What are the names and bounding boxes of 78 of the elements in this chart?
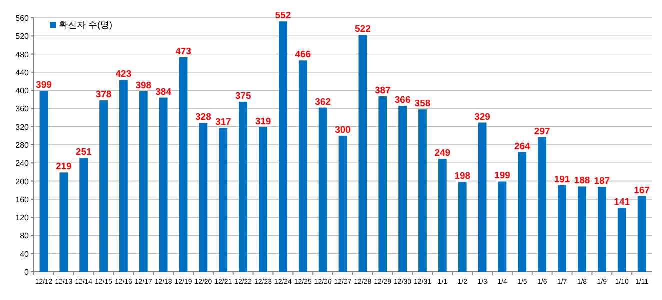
data-label: 466 [295,50,312,61]
bar [40,91,48,272]
data-label: 317 [215,117,232,128]
bar [318,108,328,272]
bar [398,106,407,272]
y-tick-label: 360 [16,104,30,114]
bar [378,96,388,272]
bar [100,100,108,272]
data-label: 167 [634,185,650,196]
bar [120,80,128,272]
y-tick-label: 120 [16,214,30,223]
data-label: 366 [394,94,411,106]
bar [159,98,168,272]
bar [638,196,646,272]
data-label: 423 [116,69,132,80]
y-tick-label: 520 [16,32,30,42]
data-label: 378 [96,90,112,101]
bar [259,127,268,272]
data-label: 141 [614,197,631,208]
y-tick-label: 200 [16,177,30,186]
bar [598,187,606,272]
bar [80,158,88,272]
data-label: 375 [235,90,252,102]
data-label: 300 [335,124,351,136]
y-tick-label: 0 [24,268,30,277]
bar [458,182,467,272]
bar [60,172,68,272]
data-label: 399 [36,80,52,92]
data-label: 328 [196,112,212,124]
bar [179,57,188,272]
data-label: 384 [156,86,172,98]
data-label: 398 [136,80,152,92]
data-label: 251 [76,147,92,158]
data-label: 187 [594,176,610,188]
y-tick-label: 400 [16,86,30,96]
data-label: 473 [176,46,192,58]
bar [558,185,566,272]
bar [578,186,586,272]
data-label: 552 [275,10,292,22]
data-label: 297 [534,126,550,138]
y-tick-label: 80 [20,232,30,241]
y-tick-label: 240 [16,159,30,168]
y-tick-label: 480 [16,50,30,60]
data-label: 188 [574,176,590,187]
bar [139,91,148,272]
data-label: 219 [56,162,72,173]
y-tick-label: 560 [16,14,30,23]
bar [518,152,527,272]
bar [418,110,427,272]
y-tick-label: 440 [16,68,30,78]
bar [538,137,547,272]
data-label: 249 [434,148,451,160]
bar [438,159,447,272]
bar [298,60,308,272]
bar [358,35,368,272]
y-tick-label: 320 [16,122,30,132]
bar [338,136,348,272]
data-label: 264 [514,141,532,152]
data-label: 362 [315,96,331,108]
data-label: 199 [494,170,510,182]
bar [279,22,288,272]
data-label: 387 [374,85,391,96]
data-label: 329 [474,112,490,123]
y-tick-label: 40 [20,250,30,259]
y-tick-label: 280 [16,141,30,150]
data-label: 319 [255,116,272,128]
data-label: 191 [554,174,571,186]
bar [498,182,507,272]
bar [239,102,248,272]
bar [478,122,487,272]
data-label: 198 [454,171,471,182]
bar [219,128,228,272]
y-tick-label: 160 [16,195,30,204]
data-label: 358 [414,98,431,110]
bar [618,208,626,272]
bar [199,123,208,272]
legend: 확진자 수(명) [50,20,112,30]
data-label: 522 [355,24,371,36]
